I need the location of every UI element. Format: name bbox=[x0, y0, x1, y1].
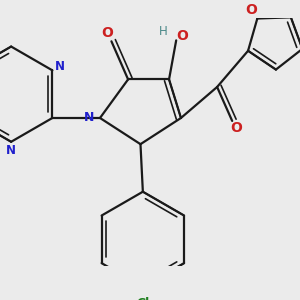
Text: O: O bbox=[102, 26, 114, 40]
Text: O: O bbox=[176, 28, 188, 43]
Text: H: H bbox=[158, 25, 167, 38]
Text: N: N bbox=[55, 60, 65, 73]
Text: O: O bbox=[245, 3, 257, 17]
Text: O: O bbox=[230, 121, 242, 135]
Text: N: N bbox=[6, 144, 16, 157]
Text: Cl: Cl bbox=[136, 297, 149, 300]
Text: N: N bbox=[84, 110, 95, 124]
